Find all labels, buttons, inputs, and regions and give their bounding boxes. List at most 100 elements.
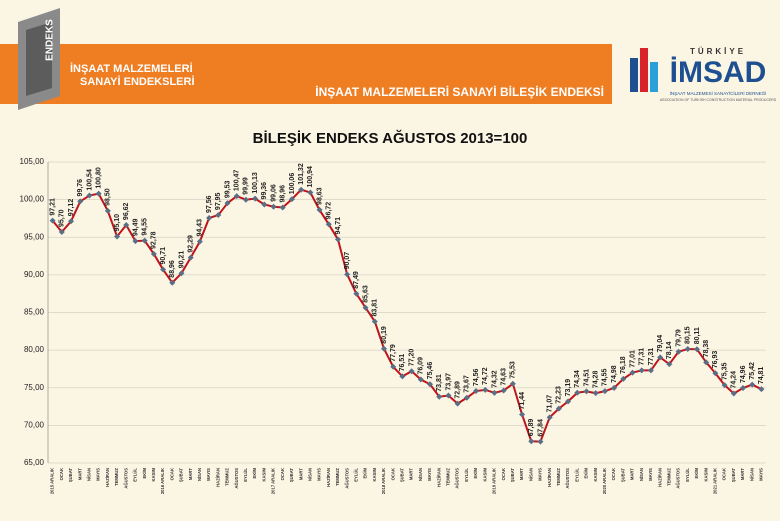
point-marker — [666, 361, 673, 368]
point-marker — [629, 369, 636, 376]
data-label: 88,96 — [169, 260, 176, 278]
point-marker — [546, 414, 553, 421]
data-label: 97,21 — [49, 198, 56, 216]
x-tick-label: NİSAN — [418, 468, 423, 481]
point-marker — [49, 217, 56, 224]
x-tick-label: KASIM — [372, 467, 377, 481]
point-marker — [279, 204, 286, 211]
point-marker — [565, 398, 572, 405]
point-marker — [215, 212, 222, 219]
data-label: 99,99 — [243, 177, 250, 195]
data-label: 78,14 — [666, 341, 673, 359]
x-tick-label: ŞUBAT — [289, 468, 294, 483]
data-label: 76,51 — [399, 354, 406, 372]
point-marker — [206, 214, 213, 221]
x-tick-label: 2016 ARALIK — [160, 468, 165, 494]
x-tick-label: HAZİRAN — [547, 468, 552, 487]
data-label: 90,21 — [178, 251, 185, 269]
logo-text: ENDEKS — [45, 19, 56, 61]
data-label: 74,98 — [611, 365, 618, 383]
data-label: 99,36 — [261, 182, 268, 200]
x-tick-label: EKİM — [694, 467, 699, 478]
data-label: 77,79 — [390, 344, 397, 362]
x-tick-label: EKİM — [584, 467, 589, 478]
x-tick-label: TEMMUZ — [225, 468, 230, 486]
point-marker — [519, 411, 526, 418]
point-marker — [307, 189, 314, 196]
x-tick-label: EYLÜL — [133, 468, 138, 482]
point-marker — [114, 233, 121, 240]
data-label: 92,78 — [151, 231, 158, 249]
brand-sub: ASSOCIATION OF TURKISH CONSTRUCTION MATE… — [660, 98, 777, 102]
data-label: 95,70 — [59, 209, 66, 227]
point-marker — [758, 386, 765, 393]
x-tick-label: EKİM — [142, 467, 147, 478]
point-marker — [574, 389, 581, 396]
data-label: 73,81 — [436, 374, 443, 392]
point-marker — [334, 236, 341, 243]
x-tick-label: 2019 ARALIK — [492, 468, 497, 494]
point-marker — [353, 290, 360, 297]
x-tick-label: ŞUBAT — [68, 468, 73, 483]
data-label: 74,96 — [740, 365, 747, 383]
data-label: 79,04 — [657, 335, 664, 353]
x-tick-label: 2017 ARALIK — [271, 468, 276, 494]
data-label: 92,29 — [188, 235, 195, 253]
data-label: 76,18 — [620, 356, 627, 374]
data-label: 99,76 — [77, 179, 84, 197]
data-label: 100,13 — [252, 172, 259, 194]
x-tick-label: ŞUBAT — [179, 468, 184, 483]
point-marker — [233, 193, 240, 200]
point-marker — [252, 195, 259, 202]
point-marker — [344, 271, 351, 278]
x-tick-label: 2018 ARALIK — [381, 468, 386, 494]
point-marker — [417, 376, 424, 383]
y-tick-label: 70,00 — [24, 420, 45, 429]
x-tick-label: AĞUSTOS — [676, 468, 681, 489]
x-tick-label: MAYIS — [648, 468, 653, 481]
point-marker — [123, 222, 130, 229]
data-label: 98,50 — [105, 188, 112, 206]
x-tick-label: TEMMUZ — [335, 468, 340, 486]
point-marker — [187, 254, 194, 261]
x-tick-label: HAZİRAN — [105, 468, 110, 487]
point-marker — [730, 390, 737, 397]
point-marker — [684, 345, 691, 352]
point-marker — [380, 345, 387, 352]
data-label: 85,63 — [362, 285, 369, 303]
point-marker — [436, 393, 443, 400]
y-tick-label: 100,00 — [20, 195, 45, 204]
data-label: 101,32 — [298, 163, 305, 185]
data-label: 94,49 — [132, 218, 139, 236]
point-marker — [261, 201, 268, 208]
y-tick-label: 65,00 — [24, 458, 45, 467]
x-tick-label: EKİM — [473, 467, 478, 478]
data-label: 75,53 — [510, 361, 517, 379]
point-marker — [132, 238, 139, 245]
brand-sub: İNŞAAT MALZEMESİ SANAYİCİLERİ DERNEĞİ — [670, 90, 767, 96]
y-tick-label: 80,00 — [24, 345, 45, 354]
point-marker — [408, 368, 415, 375]
point-marker — [482, 386, 489, 393]
data-label: 90,71 — [160, 247, 167, 265]
point-marker — [657, 354, 664, 361]
point-marker — [601, 388, 608, 395]
point-marker — [77, 198, 84, 205]
x-tick-label: OCAK — [59, 468, 64, 480]
point-marker — [399, 373, 406, 380]
data-label: 74,63 — [500, 368, 507, 386]
data-label: 80,15 — [685, 326, 692, 344]
x-tick-label: EKİM — [252, 467, 257, 478]
data-label: 94,71 — [335, 217, 342, 235]
data-label: 77,31 — [639, 348, 646, 366]
x-tick-label: ŞUBAT — [510, 468, 515, 483]
data-label: 76,93 — [712, 351, 719, 369]
data-label: 94,55 — [141, 218, 148, 236]
header-banner — [0, 44, 612, 104]
data-label: 98,63 — [316, 187, 323, 205]
data-label: 100,54 — [86, 169, 93, 191]
point-marker — [58, 228, 65, 235]
x-tick-label: HAZİRAN — [436, 468, 441, 487]
point-marker — [178, 270, 185, 277]
x-tick-label: NİSAN — [528, 468, 533, 481]
